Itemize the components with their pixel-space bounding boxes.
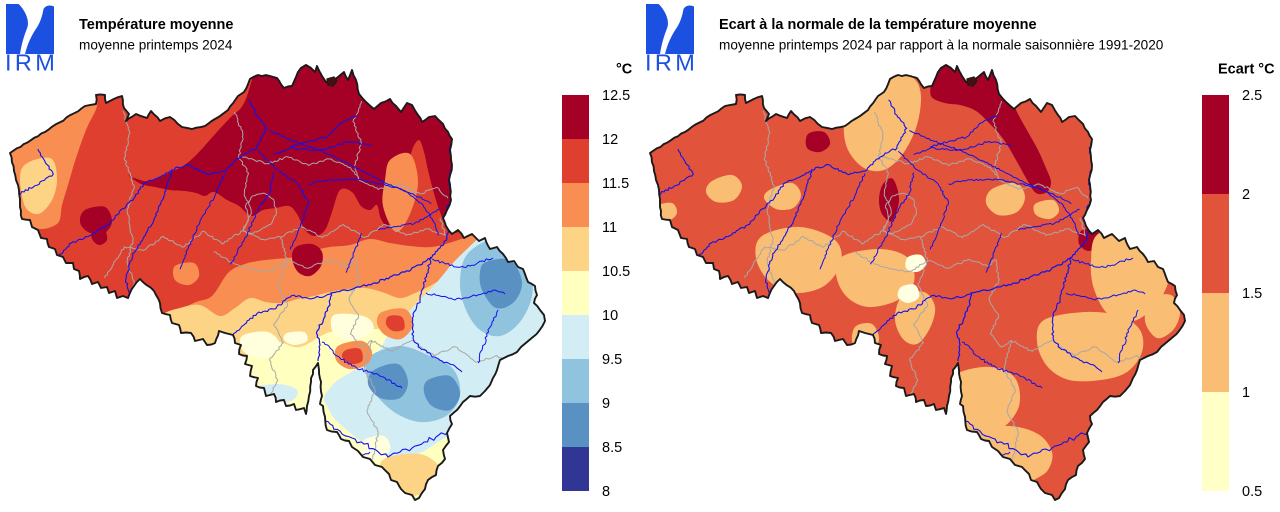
- svg-text:10.5: 10.5: [602, 264, 630, 280]
- svg-text:12: 12: [602, 132, 618, 148]
- svg-text:9: 9: [602, 396, 610, 412]
- svg-text:moyenne printemps 2024: moyenne printemps 2024: [79, 38, 233, 53]
- svg-text:°C: °C: [616, 62, 633, 78]
- svg-text:1: 1: [1242, 385, 1250, 401]
- svg-text:moyenne printemps 2024 par rap: moyenne printemps 2024 par rapport à la …: [719, 38, 1164, 53]
- svg-text:8.5: 8.5: [602, 440, 622, 456]
- svg-text:8: 8: [602, 484, 610, 500]
- svg-text:11: 11: [602, 220, 617, 236]
- svg-text:Température moyenne: Température moyenne: [79, 17, 233, 33]
- svg-text:10: 10: [602, 308, 618, 324]
- svg-text:9.5: 9.5: [602, 352, 622, 368]
- svg-text:Ecart °C: Ecart °C: [1218, 62, 1275, 78]
- svg-text:11.5: 11.5: [602, 176, 629, 192]
- svg-text:IRM: IRM: [5, 50, 58, 76]
- svg-text:12.5: 12.5: [602, 88, 630, 104]
- svg-text:2.5: 2.5: [1242, 88, 1262, 104]
- svg-text:Ecart à la normale de la tempé: Ecart à la normale de la température moy…: [719, 17, 1037, 33]
- svg-text:1.5: 1.5: [1242, 286, 1262, 302]
- svg-text:0.5: 0.5: [1242, 484, 1262, 500]
- svg-text:2: 2: [1242, 187, 1250, 203]
- svg-text:IRM: IRM: [645, 50, 698, 76]
